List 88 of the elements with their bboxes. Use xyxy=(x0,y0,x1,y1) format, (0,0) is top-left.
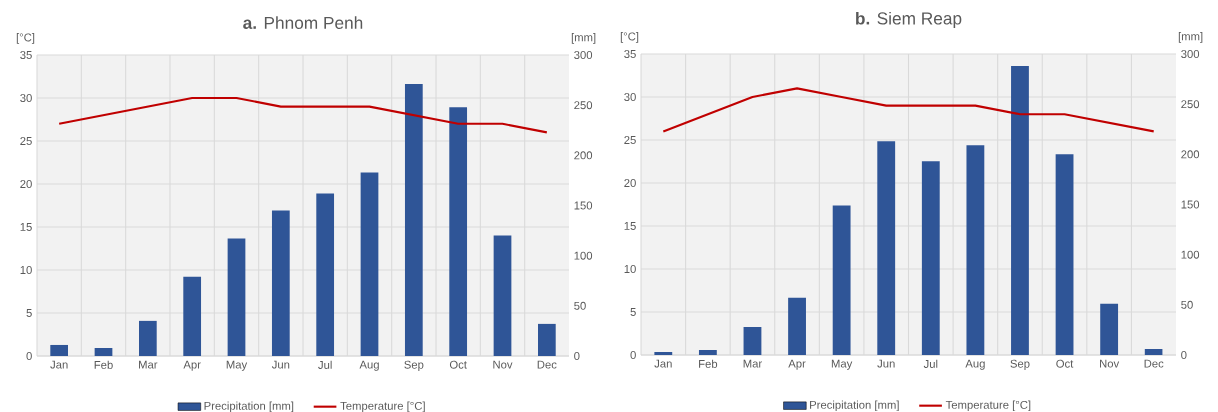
y-tick-label: 30 xyxy=(20,94,32,102)
y-tick-label: 10 xyxy=(20,266,32,274)
bar xyxy=(360,172,379,356)
x-tick-label: Mar xyxy=(139,360,158,369)
bar xyxy=(743,326,762,355)
bar xyxy=(1144,348,1163,355)
x-tick-label: Jul xyxy=(923,359,938,368)
x-tick-label: Mar xyxy=(743,359,762,368)
y-tick-label: 0 xyxy=(630,351,636,359)
bar xyxy=(493,235,512,356)
x-tick-label: May xyxy=(226,360,248,371)
bar xyxy=(966,145,985,355)
bar xyxy=(788,297,806,355)
legend-label: Temperature [°C] xyxy=(945,400,1031,412)
y-tick-label: 5 xyxy=(26,309,32,317)
x-tick-label: Sep xyxy=(404,360,424,371)
x-tick-label: Nov xyxy=(493,360,513,369)
y-tick-label: 30 xyxy=(624,93,636,101)
y2-tick-label: 100 xyxy=(574,251,593,260)
x-tick-label: Apr xyxy=(788,359,806,370)
x-tick-label: Nov xyxy=(1100,359,1120,368)
bar xyxy=(877,141,896,355)
bar xyxy=(316,193,335,356)
y2-tick-label: 250 xyxy=(1181,100,1200,109)
x-tick-label: Jun xyxy=(877,359,895,368)
chart-title: a. Phnom Penh xyxy=(243,16,363,29)
y2-tick-label: 50 xyxy=(574,301,586,310)
y2-tick-label: 200 xyxy=(1181,150,1200,159)
bar xyxy=(183,276,202,356)
y-axis-title: [°C] xyxy=(620,32,639,43)
x-tick-label: Apr xyxy=(183,360,201,371)
x-tick-label: Sep xyxy=(1010,359,1030,370)
x-tick-label: Aug xyxy=(965,359,985,370)
x-tick-label: Feb xyxy=(699,359,718,368)
y-tick-label: 35 xyxy=(20,51,32,59)
bar xyxy=(1055,154,1074,355)
x-tick-label: Oct xyxy=(1056,359,1074,368)
bar xyxy=(94,347,113,356)
x-tick-label: Oct xyxy=(449,360,467,369)
bar xyxy=(921,161,940,355)
y2-tick-label: 150 xyxy=(1181,200,1200,209)
bar xyxy=(537,323,556,356)
y2-tick-label: 100 xyxy=(1181,250,1200,259)
y-tick-label: 25 xyxy=(20,137,32,145)
bar xyxy=(1100,303,1119,355)
bar xyxy=(1011,66,1029,355)
y2-tick-label: 50 xyxy=(1181,300,1193,309)
y2-tick-label: 300 xyxy=(574,51,593,59)
y-tick-label: 0 xyxy=(26,352,32,360)
bar xyxy=(138,320,157,356)
x-tick-label: Jan xyxy=(50,360,68,369)
y-axis-title: [°C] xyxy=(16,33,35,44)
legend-label: Precipitation [mm] xyxy=(810,400,899,412)
y2-tick-label: 200 xyxy=(574,151,593,160)
bar xyxy=(449,107,468,356)
y-tick-label: 25 xyxy=(624,136,636,144)
bar xyxy=(698,349,717,355)
legend-label: Precipitation [mm] xyxy=(204,401,294,412)
bar xyxy=(404,84,423,356)
y-tick-label: 15 xyxy=(624,222,636,230)
legend-label: Temperature [°C] xyxy=(340,401,425,412)
y2-tick-label: 300 xyxy=(1181,50,1200,58)
y2-axis-title: [mm] xyxy=(571,33,596,44)
bar xyxy=(832,205,851,355)
x-tick-label: Jan xyxy=(654,359,672,368)
bar xyxy=(50,344,69,356)
x-tick-label: Dec xyxy=(537,360,557,369)
bar xyxy=(654,351,673,355)
x-tick-label: Feb xyxy=(94,360,113,369)
x-tick-label: Jul xyxy=(318,360,332,369)
x-tick-label: May xyxy=(831,359,853,370)
y-tick-label: 10 xyxy=(624,265,636,273)
y2-axis-title: [mm] xyxy=(1178,32,1203,43)
y-tick-label: 35 xyxy=(624,50,636,58)
x-tick-label: Dec xyxy=(1144,359,1164,368)
x-tick-label: Aug xyxy=(359,360,379,371)
y-tick-label: 20 xyxy=(624,179,636,187)
y2-tick-label: 250 xyxy=(574,101,593,110)
bar xyxy=(227,238,246,356)
bar xyxy=(271,210,290,356)
y-tick-label: 20 xyxy=(20,180,32,188)
x-tick-label: Jun xyxy=(271,360,290,369)
y2-tick-label: 0 xyxy=(1181,351,1187,359)
chart-title: b. Siem Reap xyxy=(856,11,962,28)
y2-tick-label: 150 xyxy=(574,201,593,210)
y2-tick-label: 0 xyxy=(574,352,580,360)
y-tick-label: 5 xyxy=(630,308,636,316)
y-tick-label: 15 xyxy=(20,223,32,231)
